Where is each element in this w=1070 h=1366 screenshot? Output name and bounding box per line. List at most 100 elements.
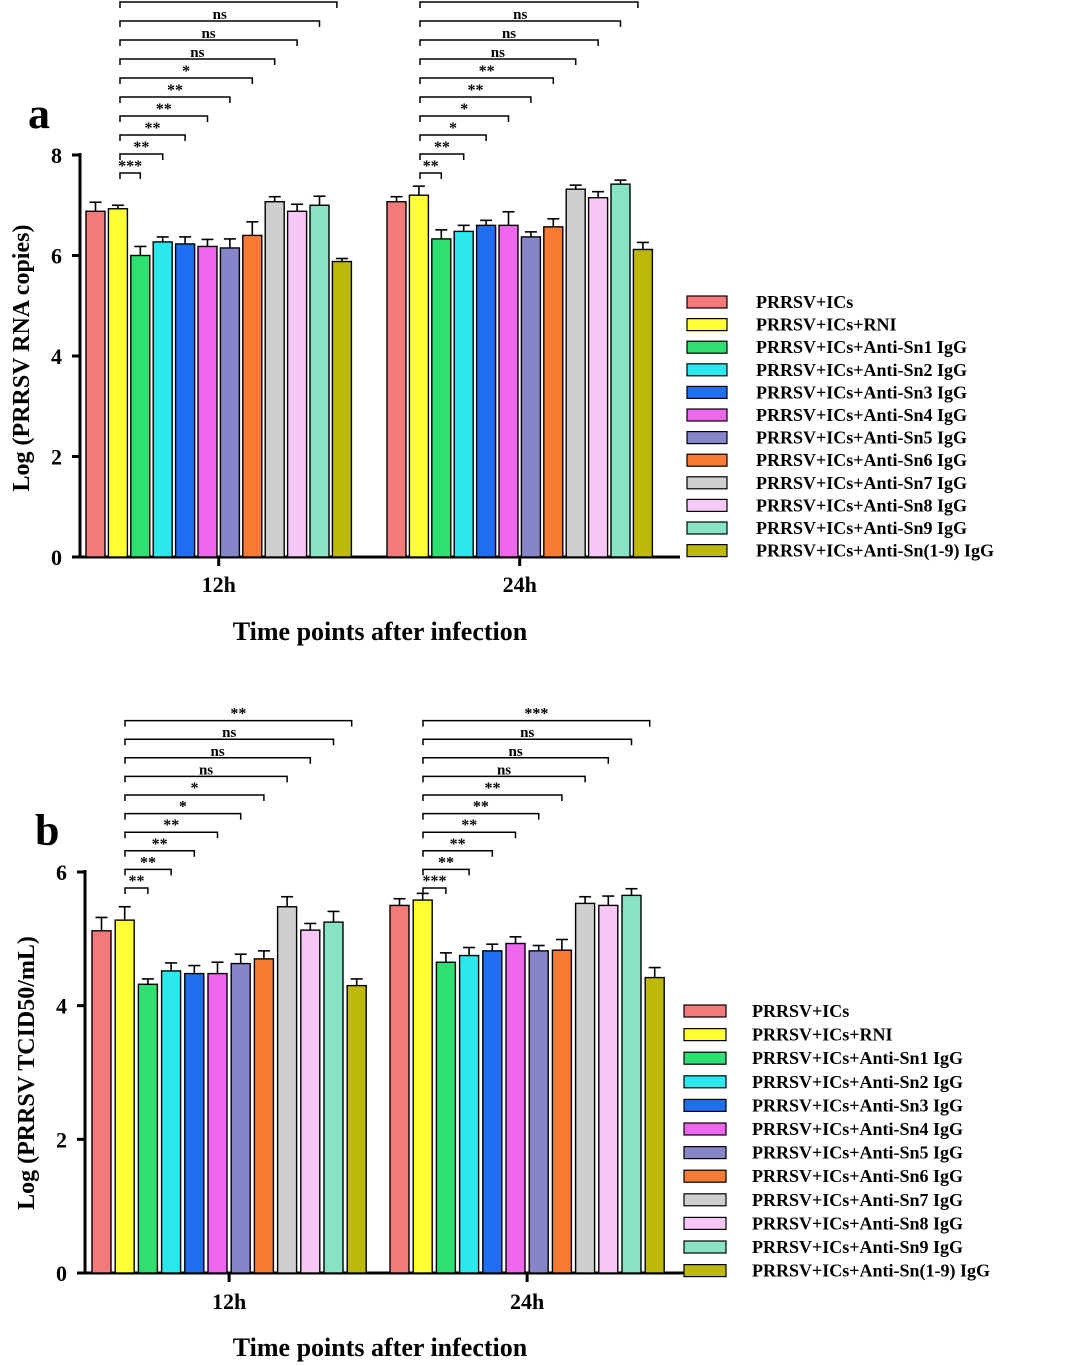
panel-b-significance-bracket — [124, 719, 353, 727]
panel-a-legend-label-4: PRRSV+ICs+Anti-Sn2 IgG — [756, 360, 967, 380]
panel-a-y-tick-label: 0 — [51, 545, 62, 570]
panel-b-bar-12h-s11 — [323, 921, 344, 1274]
panel-a-significance-label: *** — [118, 158, 142, 175]
panel-a-significance-label: *** — [517, 0, 541, 4]
panel-b-legend-swatch-12 — [683, 1263, 727, 1278]
panel-b-legend-label-4: PRRSV+ICs+Anti-Sn2 IgG — [752, 1072, 963, 1092]
panel-b-bar-24h-s3 — [435, 961, 457, 1274]
panel-a-significance-bracket — [119, 153, 164, 160]
panel-b-bar-12h-s8 — [253, 958, 275, 1274]
panel-a-bar-24h-s1 — [386, 201, 407, 558]
panel-a-legend-label-6: PRRSV+ICs+Anti-Sn4 IgG — [756, 405, 967, 425]
panel-b-significance-label: ** — [230, 706, 246, 723]
panel-b-significance-bracket — [422, 868, 470, 876]
panel-b-category-label-12h: 12h — [212, 1289, 246, 1314]
panel-b-legend-label-11: PRRSV+ICs+Anti-Sn9 IgG — [752, 1237, 963, 1257]
panel-b-label: b — [35, 806, 59, 855]
panel-b-legend-label-3: PRRSV+ICs+Anti-Sn1 IgG — [752, 1048, 963, 1068]
panel-b-significance-label: * — [190, 780, 198, 797]
panel-b-significance-bracket — [422, 775, 586, 783]
panel-b-bar-12h-s3 — [137, 983, 159, 1274]
panel-a-y-tick-label: 4 — [51, 344, 62, 369]
panel-a-significance-label: ** — [423, 158, 439, 175]
panel-a-bar-24h-s5 — [475, 224, 497, 558]
panel-a-significance-label: ** — [434, 139, 450, 156]
panel-b-legend-swatch-3 — [683, 1051, 727, 1065]
panel-b-legend-swatch-9 — [683, 1193, 727, 1207]
panel-b-significance-label: ** — [450, 836, 466, 853]
panel-a-y-tick-label: 8 — [51, 143, 62, 168]
panel-b-bar-12h-s5 — [184, 972, 205, 1274]
panel-a-legend-swatch-10 — [686, 498, 728, 512]
panel-a-bar-12h-s6 — [197, 245, 218, 558]
panel-b-significance-bracket — [124, 868, 172, 876]
panel-a-significance-label: ** — [145, 120, 161, 137]
panel-a-bar-24h-s4 — [453, 230, 474, 558]
panel-a-bar-24h-s9 — [565, 188, 586, 558]
panel-b-legend-label-2: PRRSV+ICs+RNI — [752, 1025, 893, 1045]
panel-a-bar-12h-s2 — [107, 208, 129, 558]
panel-a-bar-24h-s10 — [587, 197, 609, 558]
panel-a-bar-12h-s5 — [174, 243, 196, 558]
panel-b-legend-label-9: PRRSV+ICs+Anti-Sn7 IgG — [752, 1190, 963, 1210]
panel-b-legend-label-8: PRRSV+ICs+Anti-Sn6 IgG — [752, 1166, 963, 1186]
panel-b-bar-12h-s6 — [207, 972, 228, 1274]
panel-b-y-tick-label: 0 — [56, 1261, 67, 1286]
panel-a-legend-swatch-4 — [686, 363, 728, 377]
panel-a-bar-12h-s9 — [264, 201, 285, 558]
panel-b-significance-bracket — [422, 850, 494, 857]
panel-b-bar-24h-s10 — [598, 904, 619, 1274]
panel-a-significance-bracket — [119, 20, 321, 27]
panel-a-significance-bracket — [119, 172, 142, 179]
panel-b-significance-label: ** — [152, 836, 168, 853]
panel-a-category-label-12h: 12h — [202, 572, 236, 597]
panel-a-label: a — [28, 89, 50, 138]
panel-b-legend-swatch-11 — [683, 1240, 727, 1254]
panel-b-significance-bracket — [124, 850, 196, 857]
panel-a-legend-label-5: PRRSV+ICs+Anti-Sn3 IgG — [756, 382, 967, 402]
panel-a-significance-bracket — [419, 58, 577, 65]
panel-a-legend-label-10: PRRSV+ICs+Anti-Sn8 IgG — [756, 495, 967, 515]
panel-b-significance-label: ** — [473, 799, 489, 816]
panel-b-bar-12h-s1 — [91, 930, 112, 1274]
panel-a-legend-swatch-11 — [686, 521, 728, 535]
panel-a-legend-label-1: PRRSV+ICs — [756, 292, 853, 312]
panel-a-significance-bracket — [419, 20, 622, 27]
panel-a-bar-24h-s6 — [498, 224, 519, 558]
panel-b-bar-24h-s7 — [528, 950, 549, 1274]
panel-b-significance-label: ** — [163, 817, 179, 834]
panel-a-legend-swatch-8 — [686, 453, 728, 467]
panel-a-bar-12h-s7 — [219, 247, 241, 558]
panel-b-significance-label: ns — [497, 762, 511, 778]
panel-a-bar-12h-s1 — [85, 210, 106, 558]
panel-b-y-axis-title: Log (PRRSV TCID50/mL) — [14, 936, 40, 1210]
panel-a-legend-label-12: PRRSV+ICs+Anti-Sn(1-9) IgG — [756, 541, 994, 562]
panel-a-significance-bracket — [419, 1, 639, 8]
panel-a-significance-bracket — [419, 77, 555, 84]
panel-a-y-tick-label: 6 — [51, 244, 62, 269]
panel-a-significance-bracket — [419, 172, 443, 179]
panel-b-significance-label: ** — [128, 873, 144, 890]
panel-b-significance-label: ** — [438, 854, 454, 871]
panel-a-significance-label: ns — [201, 26, 215, 42]
panel-b-legend-swatch-7 — [683, 1145, 727, 1160]
panel-b-significance-bracket — [422, 719, 651, 727]
panel-b-significance-bracket — [422, 794, 563, 801]
panel-a-significance-bracket — [119, 96, 231, 103]
panel-b-bar-24h-s11 — [621, 894, 642, 1274]
panel-b-legend-swatch-10 — [683, 1216, 727, 1231]
panel-a-significance-bracket — [119, 115, 209, 122]
panel-a-y-axis-title: Log (PRRSV RNA copies) — [9, 225, 35, 492]
panel-b-bar-12h-s10 — [300, 929, 321, 1274]
panel-b-significance-bracket — [422, 812, 540, 820]
panel-b-y-tick-label: 4 — [56, 994, 67, 1019]
panel-a-legend-swatch-12 — [686, 543, 728, 558]
panel-a-category-label-24h: 24h — [503, 572, 537, 597]
panel-a-bar-12h-s8 — [242, 234, 263, 558]
panel-a-significance-label: * — [449, 120, 457, 137]
panel-b-bar-24h-s6 — [505, 942, 526, 1274]
panel-a-significance-label: ns — [513, 7, 527, 23]
panel-a-significance-bracket — [119, 39, 298, 46]
panel-b-bar-24h-s4 — [458, 954, 480, 1274]
